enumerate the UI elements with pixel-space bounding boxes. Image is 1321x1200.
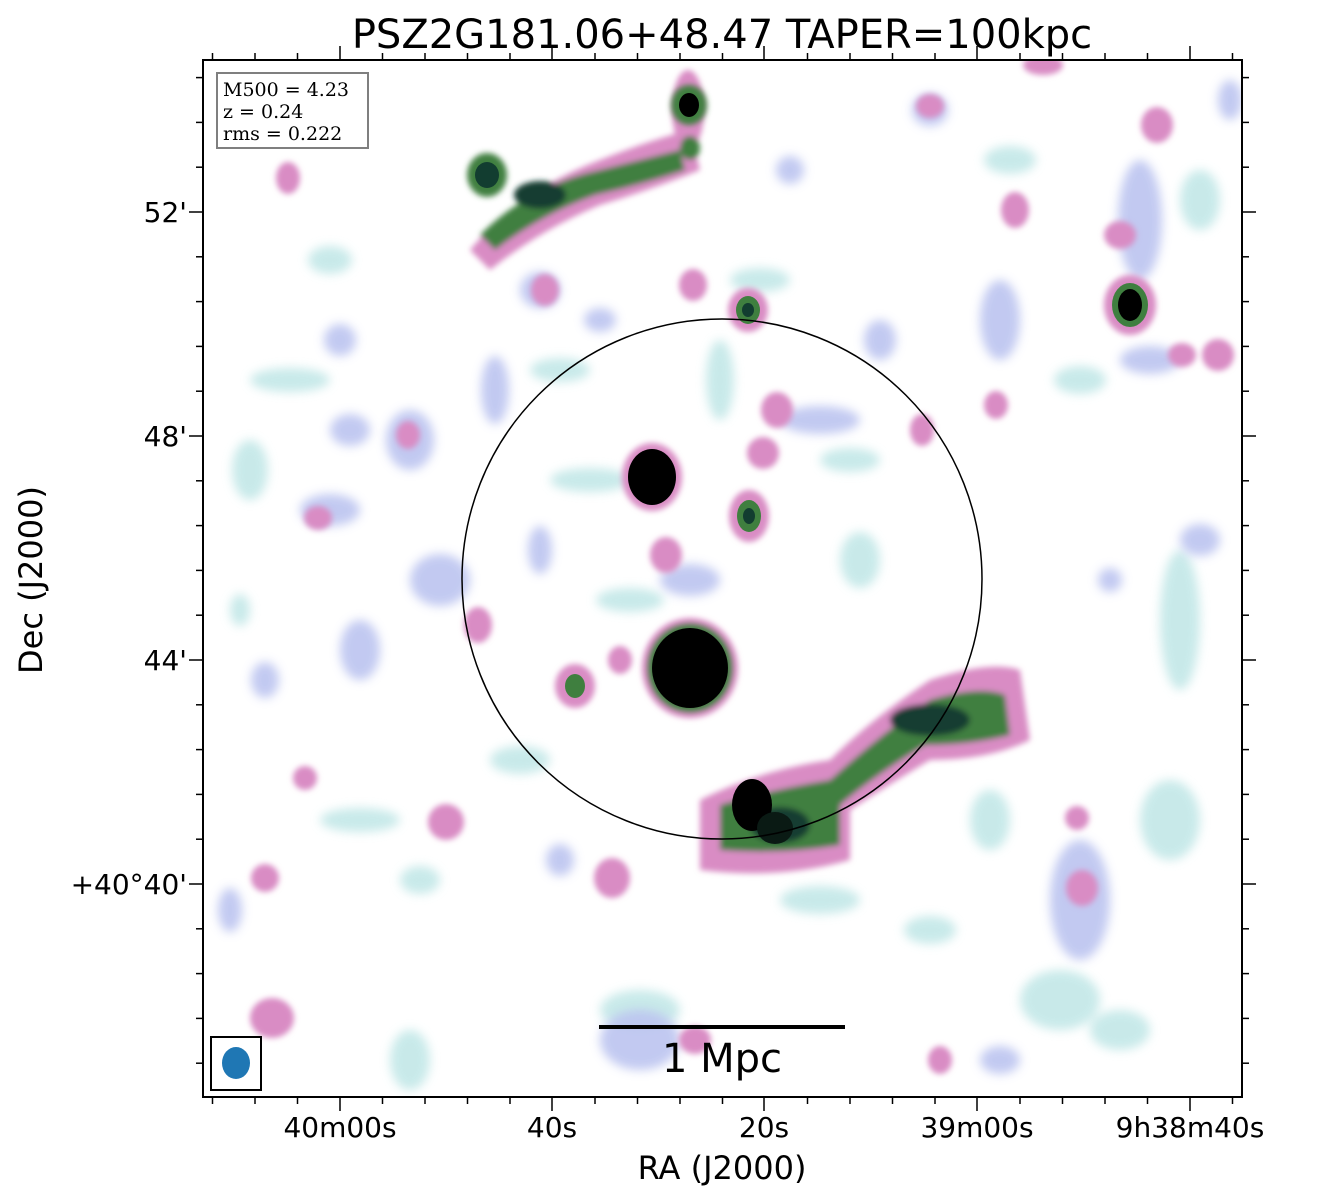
source-north-edge [728, 288, 768, 332]
info-redshift: z = 0.24 [223, 101, 303, 123]
source-inner-east [729, 490, 769, 542]
x-tick-label: 40s [527, 1111, 577, 1144]
source-filament-head [467, 153, 507, 197]
x-tick-label: 9h38m40s [1116, 1111, 1265, 1144]
faint-emission [230, 146, 1220, 1090]
compact-sources [467, 85, 1156, 844]
r500-circle [461, 318, 983, 840]
source-north-central [622, 443, 682, 511]
y-tick-label: 44' [144, 644, 187, 677]
x-tick-label: 40m00s [283, 1111, 396, 1144]
x-axis-label: RA (J2000) [638, 1149, 807, 1187]
info-box [216, 72, 369, 149]
info-m500: M500 = 4.23 [223, 79, 349, 101]
source-top [671, 85, 707, 125]
y-tick-label: 52' [144, 196, 187, 229]
axis-ticks [189, 46, 1256, 1111]
intensity-map [203, 60, 1242, 1097]
x-tick-labels: 40m00s 40s 20s 39m00s 9h38m40s [283, 1111, 1264, 1144]
beam-ellipse [222, 1047, 250, 1079]
chart-title: PSZ2G181.06+48.47 TAPER=100kpc [352, 12, 1092, 58]
y-tick-label: 48' [144, 420, 187, 453]
source-central [642, 618, 738, 718]
source-west-green [555, 664, 595, 708]
scale-bar-label: 1 Mpc [662, 1036, 782, 1082]
y-axis-label: Dec (J2000) [12, 486, 50, 674]
x-tick-label: 39m00s [920, 1111, 1033, 1144]
info-rms: rms = 0.222 [223, 123, 342, 145]
mid-emission [250, 60, 1234, 1074]
y-tick-label: +40°40' [71, 868, 187, 901]
y-tick-labels: 52' 48' 44' +40°40' [71, 196, 187, 901]
source-northeast [1104, 275, 1156, 335]
x-tick-label: 20s [739, 1111, 789, 1144]
